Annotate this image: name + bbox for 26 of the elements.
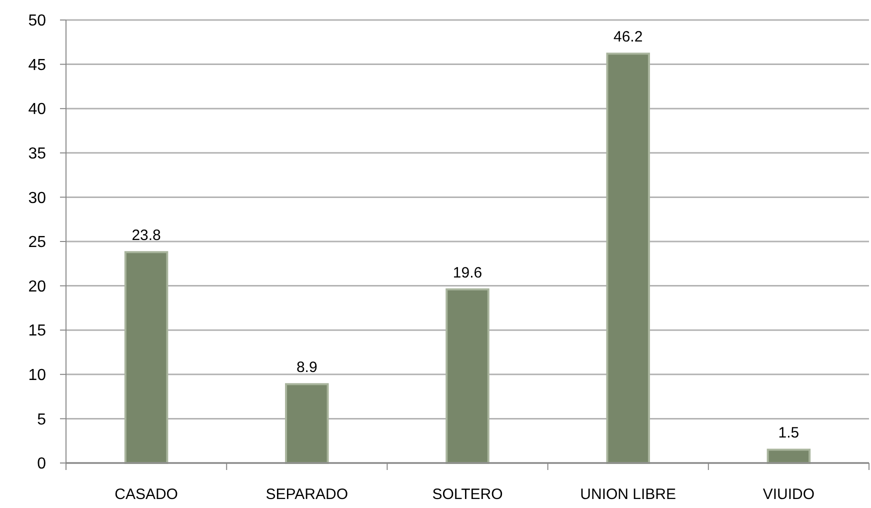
y-tick-label: 45 (28, 56, 46, 74)
x-tick-label: SEPARADO (266, 486, 348, 503)
y-tick-label: 10 (28, 367, 46, 384)
bar (446, 288, 490, 464)
y-tick-label: 20 (28, 278, 46, 296)
bar (606, 52, 650, 464)
y-tick-label: 0 (37, 456, 46, 473)
y-tick-label: 30 (28, 190, 46, 207)
bar (285, 383, 329, 464)
bar (124, 251, 168, 464)
y-tick-label: 15 (28, 322, 46, 340)
x-tick-label: SOLTERO (432, 486, 503, 503)
bar (766, 448, 811, 464)
y-tick-label: 40 (28, 101, 46, 118)
data-label: 19.6 (452, 264, 482, 282)
data-label: 8.9 (296, 359, 318, 376)
y-tick-label: 25 (28, 234, 46, 252)
y-tick-label: 5 (37, 411, 46, 428)
data-label: 1.5 (778, 424, 800, 442)
data-label: 23.8 (132, 227, 161, 244)
x-tick-label: UNION LIBRE (580, 486, 676, 503)
y-tick-label: 50 (28, 12, 46, 30)
x-tick-label: VIUIDO (762, 486, 815, 503)
x-tick-label: CASADO (114, 486, 178, 503)
y-tick-label: 35 (28, 146, 46, 162)
data-label: 46.2 (614, 28, 643, 46)
